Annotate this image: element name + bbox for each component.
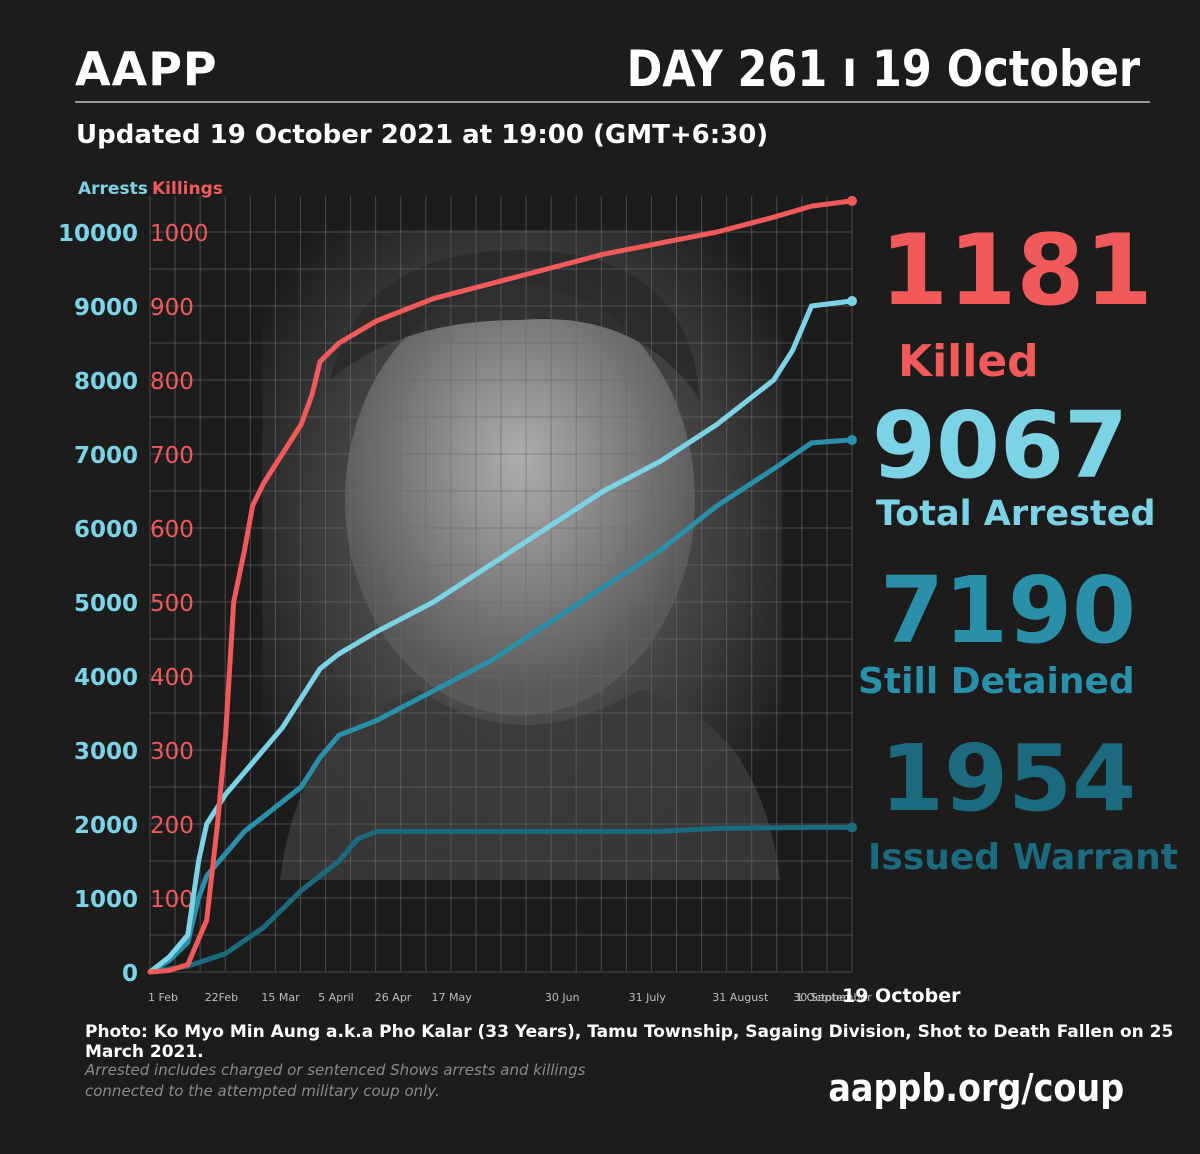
killings-tick-label: 500: [150, 591, 194, 617]
series-lines: [147, 195, 857, 975]
arrests-tick-label: 3000: [74, 739, 138, 765]
killings-tick-label: 100: [150, 887, 194, 913]
killings-tick-label: 800: [150, 369, 194, 395]
x-tick-label: 19 October: [842, 985, 961, 1007]
detained-series-line: [147, 437, 855, 975]
arrested-label: Total Arrested: [876, 494, 1156, 534]
updated-timestamp: Updated 19 October 2021 at 19:00 (GMT+6:…: [76, 120, 769, 150]
killed-count: 1181: [880, 214, 1153, 328]
arrests-tick-label: 9000: [74, 295, 138, 321]
x-tick-label: 1 Feb: [148, 991, 178, 1004]
source-url: aappb.org/coup: [828, 1066, 1124, 1110]
x-tick-label: 1 October: [796, 991, 851, 1004]
killed-series-line: [147, 198, 855, 975]
x-tick-label: 31 August: [712, 991, 769, 1004]
photo-caption: Photo: Ko Myo Min Aung a.k.a Pho Kalar (…: [85, 1022, 1174, 1062]
x-tick-label: 30 Jun: [545, 991, 580, 1004]
warrant-label: Issued Warrant: [868, 837, 1178, 878]
x-tick-label: 30 September: [793, 991, 872, 1004]
warrant-count: 1954: [880, 725, 1137, 832]
arrests-tick-label: 10000: [58, 221, 138, 247]
arrests-tick-label: 8000: [74, 369, 138, 395]
killed-label: Killed: [898, 336, 1039, 387]
chart-grid: [149, 196, 853, 973]
x-tick-label: 31 July: [629, 991, 667, 1004]
x-tick-label: 22Feb: [205, 991, 238, 1004]
brand-logo: AAPP: [75, 42, 218, 96]
detained-label: Still Detained: [858, 661, 1135, 702]
killed-end-point: [847, 195, 857, 206]
arrests-tick-label: 4000: [74, 665, 138, 691]
x-tick-label: 5 April: [318, 991, 354, 1004]
day-label: DAY 261 ı 19 October: [626, 40, 1140, 98]
header-divider: [75, 101, 1150, 103]
arrests-axis-title: Arrests: [78, 179, 148, 199]
warrant-series-line: [147, 824, 855, 975]
arrested-count: 9067: [872, 392, 1129, 499]
cumulative-chart: 0 1000 2000 3000 4000 5000 6000 7000 8000 9000 100…: [58, 179, 961, 1007]
x-tick-label: 17 May: [432, 991, 473, 1004]
killings-tick-label: 900: [150, 295, 194, 321]
killings-tick-label: 200: [150, 813, 194, 839]
warrant-end-point: [847, 822, 857, 833]
arrests-tick-label: 1000: [74, 887, 138, 913]
arrests-tick-label: 6000: [74, 517, 138, 543]
detained-count: 7190: [880, 557, 1137, 664]
killings-tick-label: 1000: [150, 221, 209, 247]
arrests-tick-label: 0: [122, 961, 138, 987]
killings-tick-label: 400: [150, 665, 194, 691]
killings-axis: 100 200 300 400 500 600 700 800 900 1000: [150, 221, 209, 913]
detained-end-point: [847, 434, 857, 445]
x-tick-label: 26 Apr: [375, 991, 412, 1004]
footnote: Arrested includes charged or sentenced S…: [85, 1061, 586, 1100]
arrests-axis: 0 1000 2000 3000 4000 5000 6000 7000 8000 9000 100…: [58, 221, 138, 987]
arrests-tick-label: 5000: [74, 591, 138, 617]
killings-tick-label: 700: [150, 443, 194, 469]
killings-axis-title: Killings: [152, 179, 223, 199]
arrested-series-line: [147, 298, 855, 975]
arrested-end-point: [847, 296, 857, 307]
portrait-photo: [262, 230, 782, 880]
x-tick-label: 15 Mar: [261, 991, 300, 1004]
date-axis: 1 Feb 22Feb 15 Mar 5 April 26 Apr 17 May 30 Ju…: [148, 985, 961, 1007]
arrests-tick-label: 2000: [74, 813, 138, 839]
arrests-tick-label: 7000: [74, 443, 138, 469]
killings-tick-label: 600: [150, 517, 194, 543]
killings-tick-label: 300: [150, 739, 194, 765]
